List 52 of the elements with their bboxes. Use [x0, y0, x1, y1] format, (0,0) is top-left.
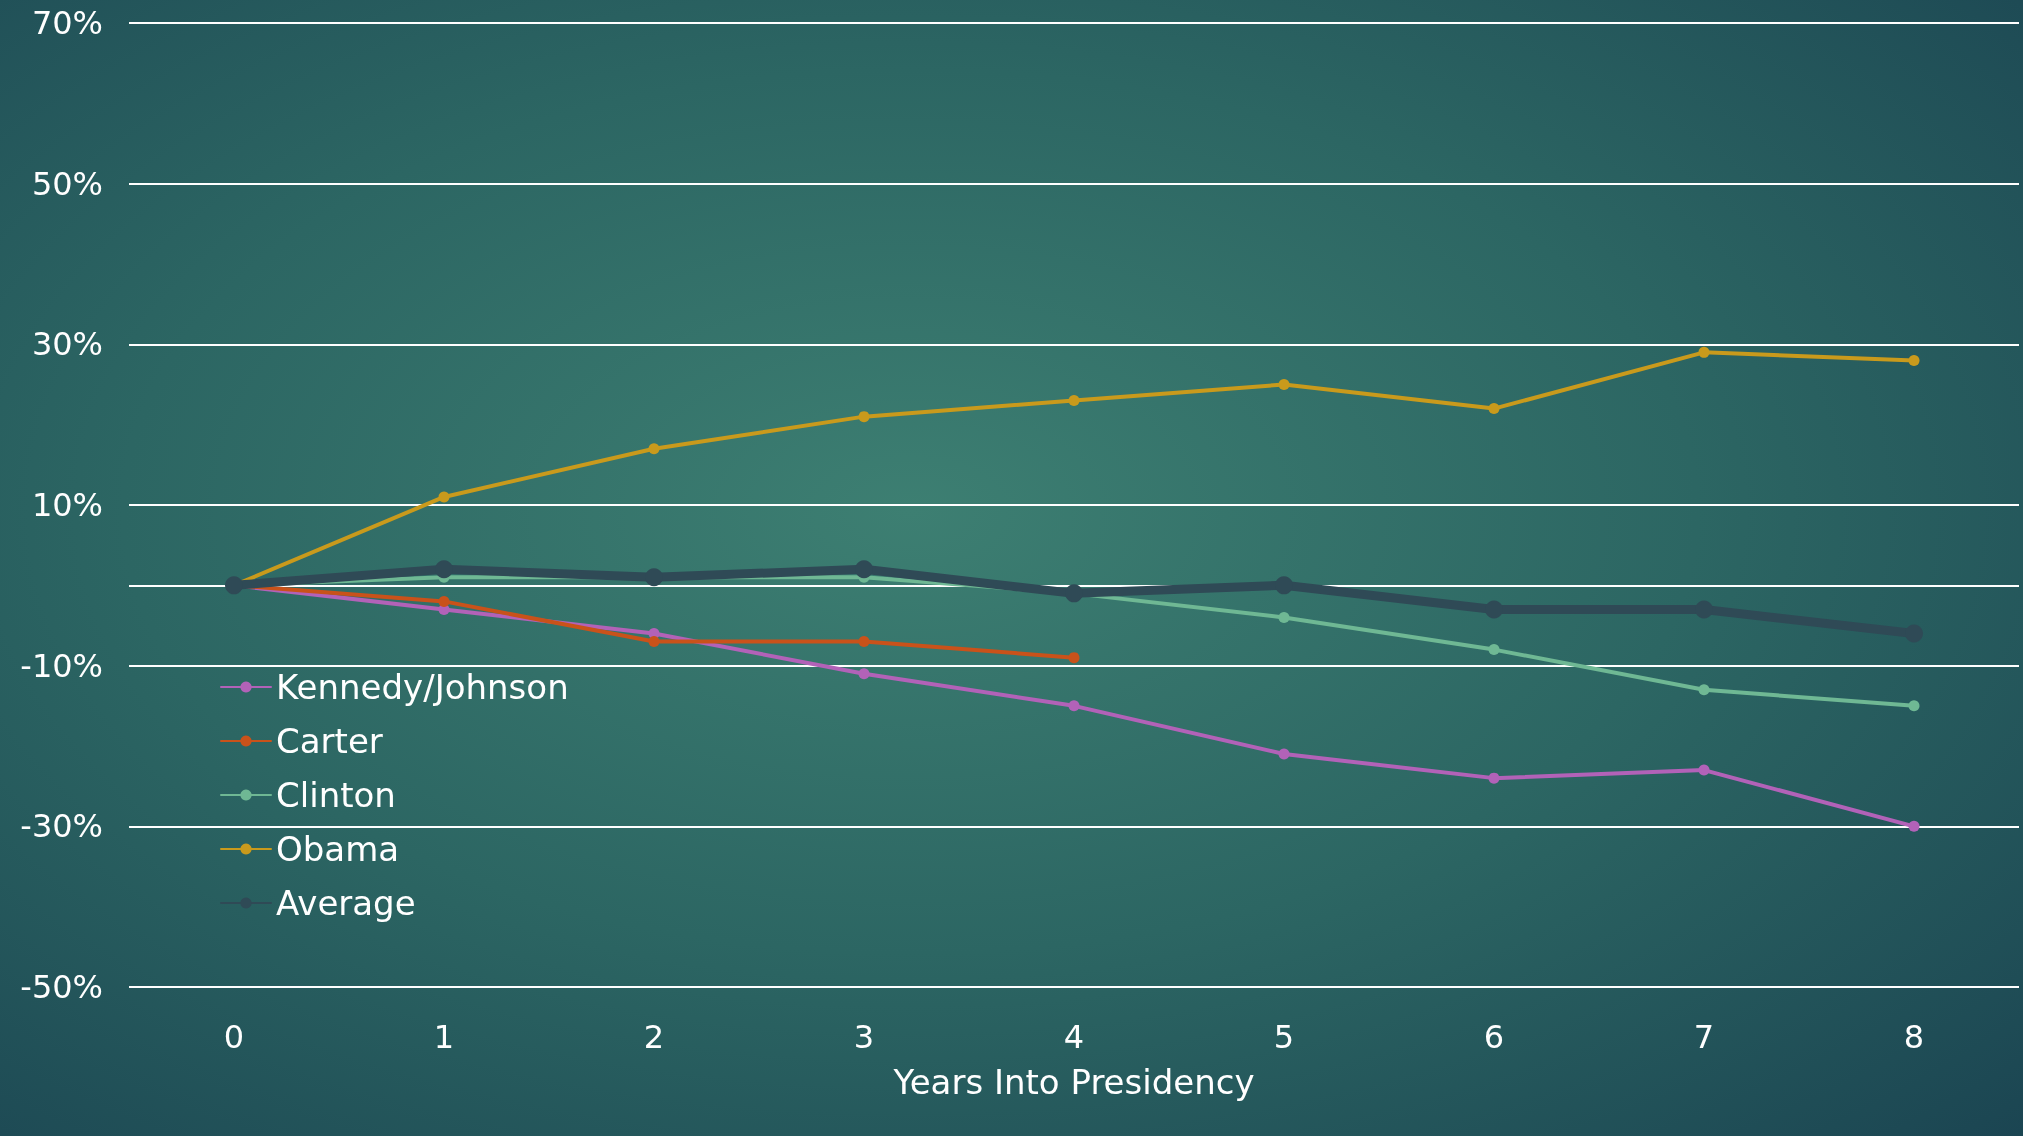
point	[225, 576, 243, 595]
point	[435, 560, 453, 579]
x-tick-label: 7	[1693, 1018, 1715, 1056]
point	[1698, 346, 1710, 358]
point	[1068, 700, 1080, 712]
x-tick-label: 8	[1903, 1018, 1925, 1056]
legend-label: Clinton	[276, 775, 396, 815]
point	[1068, 395, 1080, 407]
y-tick-label: -30%	[20, 807, 103, 846]
point	[858, 636, 870, 648]
legend-label: Carter	[276, 721, 383, 761]
point	[1698, 764, 1710, 776]
y-tick-label: -50%	[20, 968, 103, 1006]
point	[438, 491, 450, 503]
y-tick-label: 50%	[31, 164, 103, 203]
point	[1278, 379, 1290, 390]
y-tick-label: 30%	[31, 325, 103, 364]
point	[645, 568, 663, 587]
point	[648, 636, 660, 648]
x-tick-label: 6	[1483, 1018, 1505, 1056]
point	[1275, 576, 1293, 595]
point	[1278, 611, 1290, 623]
y-tick-label: 10%	[31, 486, 103, 524]
point	[855, 560, 873, 579]
point	[1488, 772, 1500, 784]
point	[1698, 684, 1710, 696]
point	[1485, 600, 1503, 619]
point	[1488, 403, 1500, 415]
legend-label: Obama	[276, 829, 400, 869]
x-tick-label: 3	[853, 1018, 875, 1056]
x-tick-label: 4	[1063, 1018, 1085, 1056]
point	[1908, 700, 1920, 712]
x-tick-label: 0	[223, 1018, 245, 1056]
point	[1908, 820, 1920, 832]
point	[648, 443, 660, 455]
point	[1068, 652, 1080, 664]
legend-label: Average	[276, 883, 416, 923]
point	[1695, 600, 1713, 619]
point	[1908, 354, 1920, 366]
legend-label: Kennedy/Johnson	[276, 667, 569, 707]
y-tick-label: -10%	[20, 646, 103, 685]
point	[1488, 644, 1500, 656]
x-tick-label: 1	[433, 1018, 455, 1056]
y-tick-label: 70%	[31, 4, 103, 42]
point	[438, 595, 450, 607]
x-tick-label: 5	[1273, 1018, 1295, 1056]
point	[858, 411, 870, 423]
x-tick-label: 2	[643, 1018, 665, 1056]
point	[1065, 584, 1083, 603]
point	[1278, 748, 1290, 760]
point	[858, 668, 870, 680]
x-axis-title: Years Into Presidency	[892, 1062, 1255, 1102]
